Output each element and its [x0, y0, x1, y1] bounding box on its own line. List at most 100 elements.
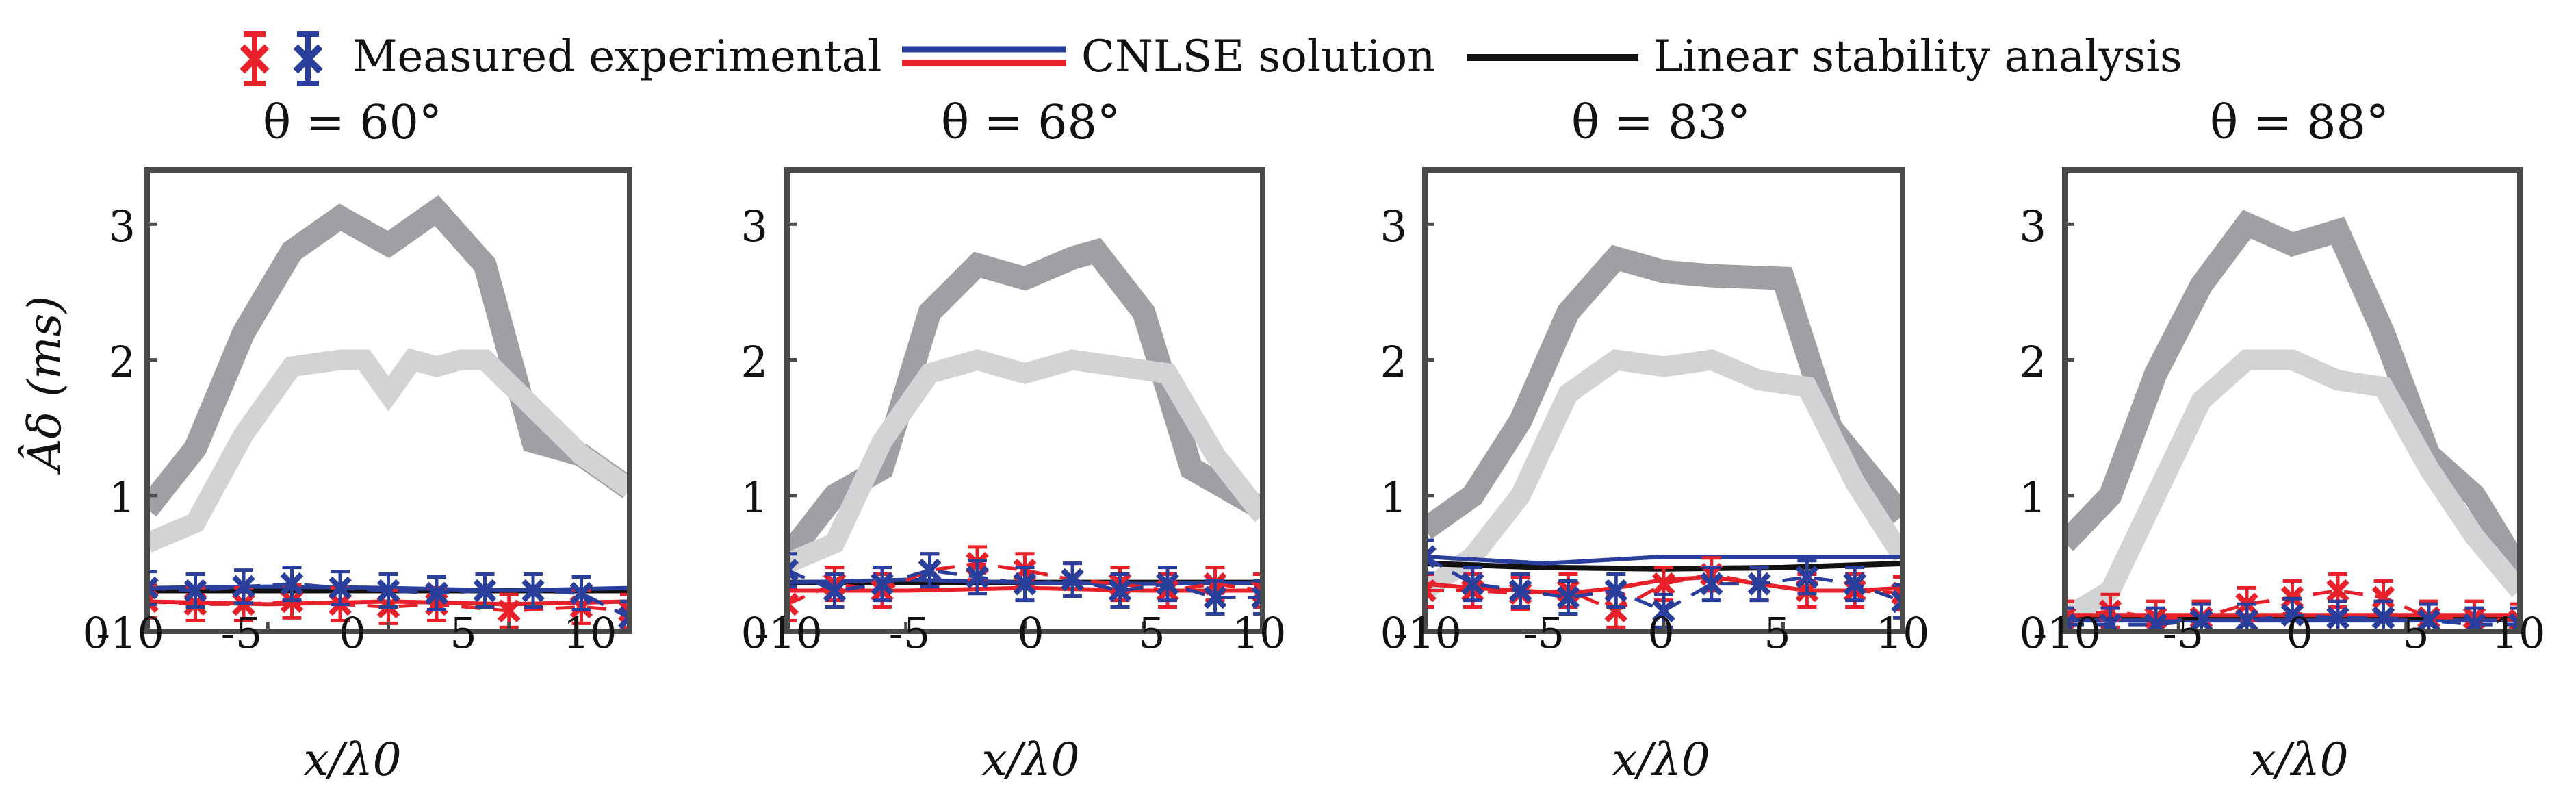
panel-4-xtick-4: 10: [2492, 608, 2546, 658]
panel-3-title: θ = 83°: [1571, 96, 1751, 150]
panel-1-series-group: [147, 194, 630, 631]
panel-1-xtick-3: 5: [450, 608, 476, 658]
panel-3-xlabel: x/λ0: [1612, 733, 1710, 786]
legend-measured-red-marker: [240, 31, 270, 86]
panel-2-marker-6-0: [787, 552, 799, 589]
panel-4-ytick-1: 1: [2020, 472, 2046, 522]
panel-2-marker-6-8: [1156, 566, 1179, 603]
panel-1-ytick-3: 3: [109, 201, 136, 251]
panel-4-marker-6-4: [2235, 602, 2258, 631]
panel-2-marker-6-9: [1203, 579, 1227, 616]
panel-1-marker-6-1: [183, 572, 207, 609]
panel-3-marker-6-10: [1891, 583, 1903, 620]
panel-3-marker-6-6: [1699, 566, 1723, 603]
panel-4-marker-6-8: [2417, 602, 2440, 631]
panel-4-title: θ = 88°: [2210, 96, 2389, 150]
panel-3-series-1: [1425, 349, 1903, 599]
panel-2-ytick-0: 0: [741, 608, 768, 658]
panel-2-marker-6-1: [823, 572, 847, 609]
panel-4-marker-5-10: [2508, 602, 2520, 631]
panel-1-marker-6-7: [473, 572, 497, 609]
panel-2-xtick-1: -5: [889, 608, 930, 658]
panel-4-plot-area: [2062, 167, 2523, 634]
panel-4-marker-6-7: [2371, 599, 2395, 631]
panel-4-xtick-1: -5: [2163, 608, 2204, 658]
panel-1-xtick-4: 10: [563, 608, 617, 658]
panel-1-xlabel: x/λ0: [303, 733, 401, 786]
legend-linear-label: Linear stability analysis: [1653, 31, 2182, 82]
panel-1-marker-6-5: [376, 572, 400, 609]
panel-3-ytick-1: 1: [1380, 472, 1407, 522]
panel-2-xtick-0: -10: [754, 608, 823, 658]
panel-3-series-group: [1425, 244, 1903, 629]
panel-2-ytick-3: 3: [741, 201, 768, 251]
panel-2-marker-6-10: [1251, 579, 1263, 616]
panel-2: θ = 68° -10 -5 0 5 10 0 1 2 3 x/λ0: [741, 96, 1287, 786]
panel-2-marker-6-6: [1061, 561, 1084, 598]
panel-3: θ = 83° -10 -5 0 5 10 0 1 2 3 x/λ0: [1380, 96, 1930, 786]
panel-1-xtick-1: -5: [221, 608, 262, 658]
legend-cnlse-line: [902, 46, 1066, 66]
panel-1-series-6-line: [147, 582, 630, 620]
panel-3-series-0: [1425, 244, 1903, 540]
panel-1-ytick-0: 0: [83, 608, 110, 658]
panel-1-marker-6-10: [618, 599, 630, 631]
panel-1-series-1: [147, 348, 630, 553]
panel-3-ytick-0: 0: [1380, 608, 1407, 658]
panel-3-series-4: [1425, 554, 1903, 566]
panel-1-xtick-0: -10: [96, 608, 164, 658]
panel-4-marker-6-3: [2189, 602, 2213, 631]
legend: Measured experimental CNLSE solution Lin…: [240, 31, 2182, 86]
panel-1-marker-6-6: [425, 575, 448, 611]
panel-2-marker-6-7: [1108, 572, 1132, 609]
panel-2-xtick-3: 5: [1138, 608, 1165, 658]
panel-1-marker-6-0: [147, 570, 159, 607]
panel-1-marker-6-8: [521, 572, 545, 609]
panel-4-ytick-3: 3: [2020, 201, 2046, 251]
panel-2-marker-6-4: [966, 559, 989, 596]
legend-measured-label: Measured experimental: [352, 31, 881, 82]
panel-4-ytick-2: 2: [2020, 337, 2046, 387]
panel-3-xtick-1: -5: [1523, 608, 1564, 658]
panel-3-marker-6-7: [1747, 566, 1771, 603]
panel-1-ylabel: Âδ (ms): [18, 296, 71, 475]
panel-4-xlabel: x/λ0: [2250, 733, 2348, 786]
panel-2-ytick-1: 1: [741, 472, 768, 522]
panel-1-title: θ = 60°: [263, 96, 442, 150]
panel-1-ytick-2: 2: [109, 337, 136, 387]
panel-3-xtick-2: 0: [1647, 608, 1674, 658]
panel-1-marker-6-3: [280, 566, 304, 603]
panel-3-marker-6-1: [1460, 566, 1484, 603]
panel-3-xtick-4: 10: [1876, 608, 1930, 658]
panel-1-series-0: [147, 194, 630, 517]
panel-1-marker-6-2: [232, 568, 255, 605]
panel-2-series-1: [787, 349, 1263, 573]
legend-measured-blue-marker: [293, 31, 323, 86]
panel-2-xlabel: x/λ0: [981, 733, 1079, 786]
panel-3-marker-6-9: [1843, 566, 1867, 603]
panel-2-xtick-4: 10: [1233, 608, 1287, 658]
panel-3-ytick-2: 2: [1380, 337, 1407, 387]
panel-2-xtick-2: 0: [1017, 608, 1044, 658]
panel-3-marker-6-0: [1425, 538, 1437, 575]
panel-2-marker-6-3: [918, 552, 942, 589]
panel-4-ytick-0: 0: [2020, 608, 2046, 658]
panel-4-xtick-0: -10: [2033, 608, 2101, 658]
panel-1-ytick-1: 1: [109, 472, 136, 522]
panel-3-marker-6-4: [1604, 572, 1628, 609]
panel-1-marker-6-9: [569, 575, 593, 611]
panel-3-ytick-3: 3: [1380, 201, 1407, 251]
panel-3-plot-area: [1422, 167, 1905, 634]
panel-4: θ = 88° -10 -5 0 5 10 0 1 2 3 x/λ0: [2020, 96, 2546, 786]
panel-1: θ = 60° -10 -5 0 5 10 0 1 2 3 x/λ0 Âδ (m…: [18, 96, 632, 786]
panel-1-plot-area: [144, 167, 632, 634]
legend-cnlse-label: CNLSE solution: [1081, 31, 1435, 82]
panel-2-plot-area: [784, 167, 1265, 634]
panel-4-xtick-2: 0: [2286, 608, 2313, 658]
panel-3-xtick-3: 5: [1764, 608, 1790, 658]
panel-2-marker-6-2: [871, 566, 894, 603]
panel-1-series-5-line: [147, 599, 630, 613]
panel-4-series-0: [2065, 210, 2520, 577]
panel-3-marker-6-3: [1556, 579, 1580, 616]
